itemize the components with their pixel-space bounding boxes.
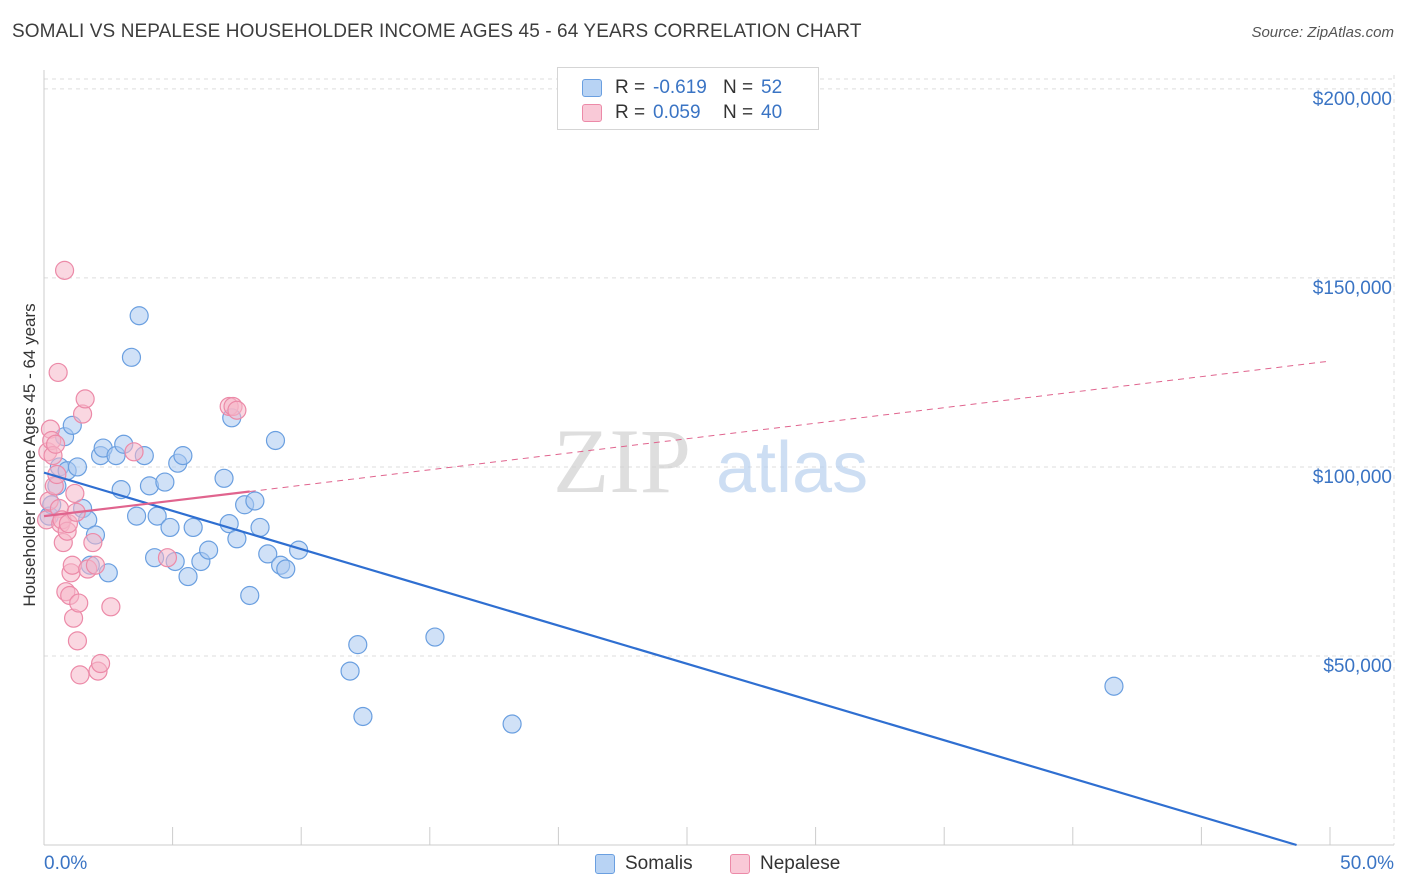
somali-trendline-0 (43, 471, 1297, 847)
somali-point-7 (67, 457, 88, 477)
somalis-legend-label: Somalis (625, 853, 693, 874)
nepalese-point-39 (227, 400, 247, 420)
somali-point-40 (245, 491, 265, 511)
somali-point-25 (155, 472, 175, 492)
legend-row-nepalese: R = 0.059 N = 40 (582, 101, 782, 125)
nepalese-point-31 (85, 555, 106, 575)
nepalese-point-28 (75, 389, 95, 409)
nepalese-point-25 (69, 593, 89, 613)
somali-point-51 (502, 714, 522, 734)
correlation-legend: R = -0.619 N = 52 R = 0.059 N = 40 (557, 67, 819, 130)
trendlines (43, 360, 1331, 847)
nepalese-point-24 (67, 631, 88, 651)
somali-point-48 (348, 635, 368, 655)
somali-n-value: 52 (761, 77, 783, 98)
x-tick-label-1: 50.0% (1340, 853, 1394, 874)
somali-point-52 (1104, 676, 1124, 696)
nepalese-point-26 (70, 665, 90, 685)
nepalese-point-9 (48, 362, 68, 383)
y-tick-label-0: $50,000 (1323, 656, 1392, 677)
nepalese-legend-label: Nepalese (760, 853, 841, 874)
y-tick-label-3: $200,000 (1313, 89, 1392, 110)
y-tick-label-1: $100,000 (1313, 467, 1392, 488)
legend-row-somali: R = -0.619 N = 52 (582, 76, 782, 100)
nepalese-trendline-1 (43, 490, 250, 518)
somali-point-39 (240, 585, 260, 606)
nepalese-point-22 (65, 483, 85, 504)
somali-point-20 (129, 306, 149, 326)
somali-point-31 (183, 517, 203, 538)
r-label: R = (615, 102, 646, 123)
nepalese-point-34 (101, 597, 121, 617)
somali-point-26 (160, 517, 180, 538)
nepalese-point-7 (45, 434, 66, 454)
nepalese-point-14 (54, 260, 75, 280)
watermark-zip: ZIP (553, 410, 691, 512)
somali-point-30 (178, 566, 198, 587)
somali-point-43 (265, 430, 286, 451)
somali-point-41 (250, 517, 270, 538)
somali-point-29 (173, 446, 193, 466)
somali-point-19 (126, 506, 147, 526)
nepalese-point-36 (157, 548, 178, 568)
nepalese-point-33 (90, 653, 111, 674)
y-tick-labels: $50,000 $100,000 $150,000 $200,000 (1313, 89, 1392, 677)
y-tick-label-2: $150,000 (1313, 278, 1392, 299)
x-tick-labels: 0.0% 50.0% (44, 853, 1394, 874)
somali-r-value: -0.619 (653, 77, 707, 98)
axes (43, 70, 1394, 846)
nepalese-legend-swatch (730, 854, 750, 874)
nepalese-points (36, 260, 247, 685)
bottom-legend-somalis: Somalis (595, 851, 693, 877)
nepalese-point-30 (83, 532, 103, 553)
somali-point-50 (425, 627, 445, 647)
bottom-legend-nepalese: Nepalese (730, 851, 840, 877)
somali-point-47 (340, 661, 360, 681)
somali-point-49 (353, 706, 373, 727)
somali-swatch (582, 79, 602, 97)
n-label: N = (723, 102, 754, 123)
x-tick-label-0: 0.0% (44, 853, 87, 874)
somali-point-42 (258, 544, 278, 564)
watermark-atlas: atlas (716, 428, 868, 508)
source-label: Source: ZipAtlas.com (1251, 24, 1394, 41)
somali-point-33 (199, 540, 219, 560)
chart-title: SOMALI VS NEPALESE HOUSEHOLDER INCOME AG… (12, 21, 862, 42)
somali-point-34 (214, 468, 234, 488)
somali-point-45 (276, 559, 296, 579)
y-axis-label: Householder Income Ages 45 - 64 years (20, 303, 39, 606)
nepalese-n-value: 40 (761, 102, 783, 123)
n-label: N = (723, 77, 754, 98)
nepalese-swatch (582, 104, 602, 122)
watermark: ZIP atlas (553, 410, 868, 512)
nepalese-point-35 (124, 442, 144, 462)
somalis-legend-swatch (595, 854, 615, 874)
nepalese-r-value: 0.059 (653, 102, 701, 123)
nepalese-trendline-2 (249, 360, 1331, 493)
r-label: R = (615, 77, 646, 98)
somali-point-18 (121, 347, 142, 367)
